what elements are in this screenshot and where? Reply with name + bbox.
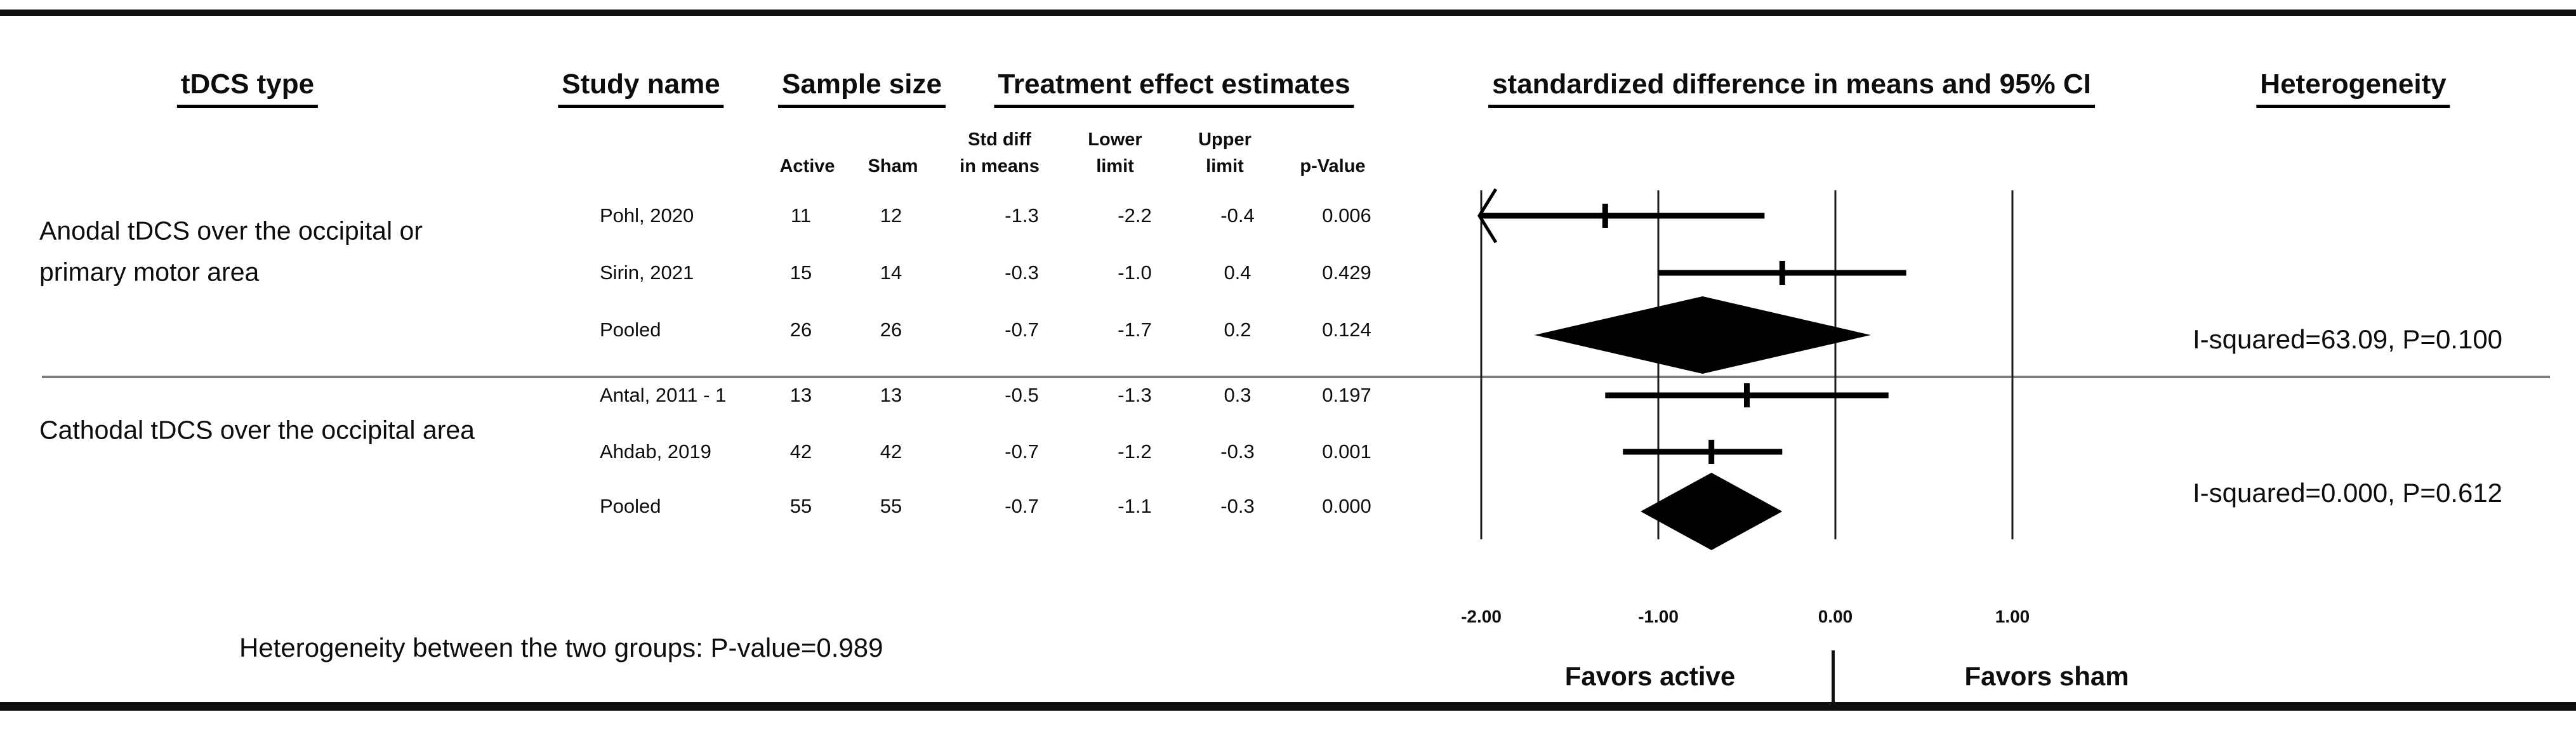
- study-name-cell: Pooled: [600, 495, 661, 517]
- study-name-cell: Sirin, 2021: [600, 261, 694, 284]
- favors-sham-label: Favors sham: [1964, 661, 2129, 691]
- subheader-upper-limit: Upper limit: [1198, 126, 1252, 180]
- cell-p-value: 0.000: [1322, 495, 1371, 517]
- group-divider-line: [42, 376, 2550, 378]
- top-rule: [0, 10, 2576, 16]
- cell-upper: -0.3: [1220, 440, 1255, 463]
- favors-separator-line: [1832, 650, 1835, 706]
- cell-lower: -1.3: [1118, 384, 1152, 406]
- axis-tick-label: -2.00: [1461, 607, 1502, 626]
- header-forest: standardized difference in means and 95%…: [1488, 69, 2095, 108]
- cell-sham: 12: [880, 204, 902, 227]
- cell-std-diff: -0.3: [1005, 261, 1039, 284]
- point-estimate-tick: [1708, 440, 1715, 464]
- cell-lower: -2.2: [1118, 204, 1152, 227]
- clip-arrow: [1477, 188, 1498, 244]
- group-label-line: primary motor area: [39, 257, 260, 287]
- cell-p-value: 0.006: [1322, 204, 1371, 227]
- cell-sham: 55: [880, 495, 902, 517]
- subheader-std-diff-line2: in means: [960, 156, 1040, 176]
- cell-std-diff: -0.7: [1005, 319, 1039, 341]
- cell-sham: 42: [880, 440, 902, 463]
- subheader-lower-line1: Lower: [1088, 129, 1142, 150]
- axis-tick-label: 0.00: [1818, 607, 1853, 626]
- study-name-cell: Pooled: [600, 319, 661, 341]
- subheader-active: Active: [779, 156, 835, 176]
- cell-std-diff: -0.5: [1005, 384, 1039, 406]
- header-study-name: Study name: [558, 69, 724, 108]
- pooled-diamond: [1534, 296, 1871, 374]
- study-name-cell: Antal, 2011 - 1: [600, 384, 727, 406]
- point-estimate-tick: [1602, 204, 1608, 228]
- heterogeneity-group2: I-squared=0.000, P=0.612: [2193, 478, 2503, 508]
- header-tdcs-type: tDCS type: [176, 69, 319, 108]
- bottom-rule: [0, 702, 2576, 711]
- subheader-std-diff-line1: Std diff: [968, 129, 1031, 150]
- heterogeneity-group1: I-squared=63.09, P=0.100: [2193, 324, 2503, 354]
- cell-active: 13: [789, 384, 812, 406]
- cell-upper: 0.3: [1224, 384, 1252, 406]
- cell-active: 15: [789, 261, 812, 284]
- cell-p-value: 0.197: [1322, 384, 1371, 406]
- point-estimate-tick: [1779, 261, 1785, 285]
- axis-tick-label: -1.00: [1638, 607, 1679, 626]
- group-label-line: Anodal tDCS over the occipital or: [39, 216, 423, 246]
- point-estimate-tick: [1744, 383, 1750, 407]
- cell-upper: -0.4: [1220, 204, 1255, 227]
- cell-active: 42: [789, 440, 812, 463]
- subheader-p-value: p-Value: [1300, 156, 1366, 176]
- cell-p-value: 0.429: [1322, 261, 1371, 284]
- cell-upper: 0.4: [1224, 261, 1252, 284]
- favors-active-label: Favors active: [1564, 661, 1736, 691]
- cell-p-value: 0.124: [1322, 319, 1371, 341]
- cell-upper: -0.3: [1220, 495, 1255, 517]
- header-sample-size: Sample size: [778, 69, 946, 108]
- cell-lower: -1.1: [1118, 495, 1152, 517]
- cell-lower: -1.2: [1118, 440, 1152, 463]
- axis-tick-label: 1.00: [1995, 607, 2030, 626]
- subheader-lower-line2: limit: [1096, 156, 1134, 176]
- group-label-line: Cathodal tDCS over the occipital area: [39, 415, 475, 445]
- subheader-sham: Sham: [868, 156, 918, 176]
- subheader-lower-limit: Lower limit: [1088, 126, 1142, 180]
- header-heterogeneity: Heterogeneity: [2256, 69, 2450, 108]
- cell-sham: 26: [880, 319, 902, 341]
- cell-active: 26: [789, 319, 812, 341]
- subheader-std-diff: Std diff in means: [960, 126, 1040, 180]
- cell-std-diff: -0.7: [1005, 495, 1039, 517]
- between-groups-note: Heterogeneity between the two groups: P-…: [239, 633, 883, 662]
- cell-std-diff: -0.7: [1005, 440, 1039, 463]
- cell-p-value: 0.001: [1322, 440, 1371, 463]
- subheader-upper-line1: Upper: [1198, 129, 1252, 150]
- cell-active: 55: [789, 495, 812, 517]
- subheader-upper-line2: limit: [1206, 156, 1244, 176]
- cell-lower: -1.0: [1118, 261, 1152, 284]
- pooled-diamond: [1641, 473, 1783, 550]
- cell-upper: 0.2: [1224, 319, 1252, 341]
- cell-active: 11: [790, 204, 812, 227]
- study-name-cell: Ahdab, 2019: [600, 440, 711, 463]
- header-treatment-effect: Treatment effect estimates: [994, 69, 1354, 108]
- cell-sham: 14: [880, 261, 902, 284]
- study-name-cell: Pohl, 2020: [600, 204, 694, 227]
- cell-std-diff: -1.3: [1005, 204, 1039, 227]
- cell-sham: 13: [880, 384, 902, 406]
- cell-lower: -1.7: [1118, 319, 1152, 341]
